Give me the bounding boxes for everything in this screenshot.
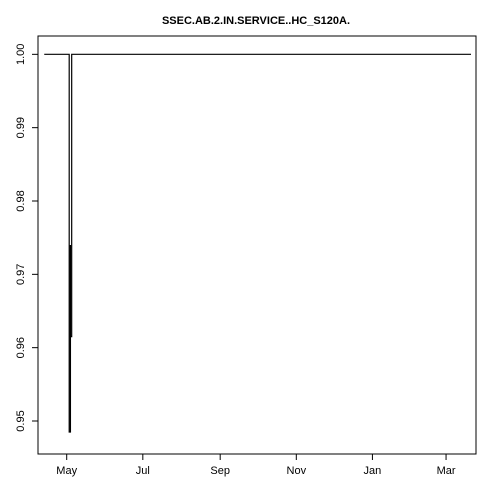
plot-frame bbox=[37, 35, 477, 455]
x-tick-label: Jan bbox=[364, 465, 382, 477]
x-tick-label: Sep bbox=[210, 465, 230, 477]
y-tick-label: 0.98 bbox=[15, 190, 27, 211]
series-layer bbox=[44, 53, 472, 433]
series-line bbox=[44, 53, 472, 433]
y-tick-label: 0.96 bbox=[15, 337, 27, 358]
x-axis: May Jul Sep Nov Jan Mar bbox=[56, 454, 456, 477]
x-tick-label: Mar bbox=[437, 465, 456, 477]
x-tick-label: Jul bbox=[136, 465, 150, 477]
y-axis: 0.95 0.96 0.97 0.98 0.99 1.00 bbox=[15, 44, 38, 432]
x-tick-label: Nov bbox=[287, 465, 307, 477]
chart-title: SSEC.AB.2.IN.SERVICE..HC_S120A. bbox=[162, 15, 350, 27]
y-tick-label: 1.00 bbox=[15, 44, 27, 65]
y-tick-label: 0.95 bbox=[15, 410, 27, 431]
y-tick-label: 0.99 bbox=[15, 117, 27, 138]
y-tick-label: 0.97 bbox=[15, 264, 27, 285]
x-tick-label: May bbox=[56, 465, 77, 477]
